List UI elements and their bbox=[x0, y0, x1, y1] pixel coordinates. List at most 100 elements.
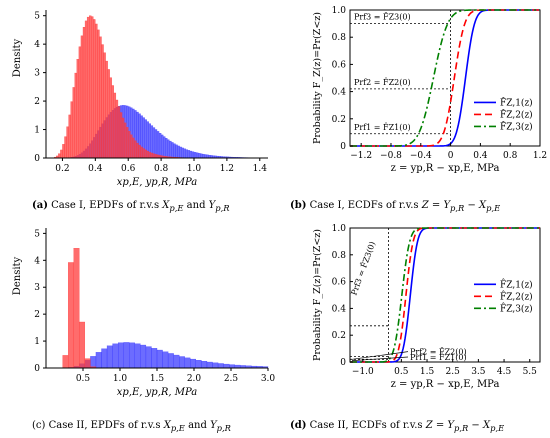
histogram-bar bbox=[152, 127, 156, 159]
histogram-bar bbox=[99, 36, 102, 159]
histogram-bar bbox=[62, 144, 65, 159]
x-axis-label: z = yp,R − xp,E, MPa bbox=[391, 379, 500, 390]
legend-label: F̂Z,1(z) bbox=[500, 97, 533, 109]
x-tick-label: 1.4 bbox=[253, 164, 268, 174]
histogram-bar bbox=[162, 351, 169, 369]
y-tick-label: 5 bbox=[34, 12, 40, 22]
histogram-bar bbox=[126, 127, 129, 159]
caption-a: (a) Case I, EPDFs of r.v.s Xp,E and Yp,R bbox=[32, 200, 230, 213]
panel-a-epdf-case-1: 0.2 0.4 0.6 0.8 1.0 1.2 1.4 0 1 2 3 4 5 Density xp,E, … bbox=[12, 10, 268, 188]
y-axis-label: Probability F_Z(z)=Pr(Z<z) bbox=[312, 229, 323, 361]
histogram-bar bbox=[185, 149, 188, 159]
y-tick-label: 0.6 bbox=[332, 278, 347, 288]
histogram-bar bbox=[95, 352, 102, 369]
histogram-bar bbox=[107, 69, 110, 159]
histogram-bar bbox=[163, 136, 166, 159]
histogram-bar bbox=[206, 361, 213, 369]
histogram-bar bbox=[173, 143, 176, 159]
histogram-bar bbox=[132, 137, 135, 159]
y-tick-label: 0 bbox=[34, 154, 40, 164]
histogram-bar bbox=[89, 15, 92, 159]
y-tick-label: 0 bbox=[340, 358, 346, 368]
histogram-bar bbox=[68, 114, 71, 159]
histogram-bar bbox=[90, 356, 97, 369]
prob-annotation: Prf3 = F̂Z3(0) bbox=[349, 240, 377, 296]
y-tick-label: 0.4 bbox=[332, 88, 347, 98]
histogram-bar bbox=[154, 154, 158, 159]
y-tick-label: 0.8 bbox=[332, 251, 347, 261]
x-tick-label: 0.6 bbox=[121, 164, 136, 174]
x-tick-label: −1.0 bbox=[352, 367, 374, 377]
x-tick-label: 1.0 bbox=[113, 374, 128, 384]
histogram-bar bbox=[113, 92, 117, 159]
x-tick-label: 2.5 bbox=[446, 367, 461, 377]
x-tick-label: 1.5 bbox=[420, 367, 435, 377]
histogram-bar bbox=[118, 342, 124, 369]
histogram-bar bbox=[62, 355, 69, 369]
histogram-bar bbox=[93, 19, 96, 159]
x-axis-label: xp,E, yp,R, MPa bbox=[117, 177, 198, 188]
histogram-bar bbox=[165, 138, 168, 159]
histogram-bar bbox=[179, 356, 185, 369]
histogram-bar bbox=[134, 343, 141, 369]
x-tick-label: 1.0 bbox=[187, 164, 202, 174]
prob-annotation: Prf1 = F̂Z1(0) bbox=[354, 123, 411, 132]
histogram-bar bbox=[142, 148, 145, 159]
y-tick-label: 5 bbox=[34, 229, 40, 239]
legend-label: F̂Z,3(z) bbox=[500, 121, 533, 133]
histogram-bar bbox=[78, 46, 82, 159]
histogram-bar bbox=[150, 152, 154, 159]
x-tick-label: 3.5 bbox=[471, 367, 486, 377]
x-tick-label: 2.0 bbox=[187, 374, 202, 384]
histogram-bar bbox=[217, 363, 224, 369]
histogram-bar bbox=[156, 131, 160, 159]
x-tick-label: 0.5 bbox=[394, 367, 409, 377]
ecdf-series-2 bbox=[350, 9, 540, 147]
prob-annotation: Prf2 = F̂Z2(0) bbox=[354, 78, 411, 87]
ecdf-series-3 bbox=[350, 9, 540, 147]
y-tick-label: 1.0 bbox=[332, 6, 347, 16]
y-tick-label: 0.8 bbox=[332, 33, 347, 43]
histogram-bar bbox=[171, 142, 174, 159]
y-axis-label: Density bbox=[12, 38, 23, 77]
histogram-bar bbox=[73, 248, 80, 369]
y-tick-label: 1 bbox=[34, 337, 40, 347]
histogram-bar bbox=[201, 361, 208, 369]
histogram-bar bbox=[117, 106, 121, 159]
x-tick-label: 3.0 bbox=[261, 374, 276, 384]
histogram-bar bbox=[193, 152, 197, 159]
histogram-bar bbox=[91, 16, 94, 159]
histogram-bar bbox=[197, 153, 201, 159]
prob-annotation: Prf2 = F̂Z2(0) bbox=[410, 348, 467, 357]
histogram-bar bbox=[129, 342, 135, 369]
y-tick-label: 2 bbox=[34, 310, 40, 320]
x-tick-label: −0.8 bbox=[380, 151, 402, 161]
histogram-bar bbox=[123, 342, 130, 369]
histogram-bar bbox=[202, 153, 205, 159]
x-tick-label: 0 bbox=[448, 151, 454, 161]
histogram-bar bbox=[123, 122, 127, 159]
y-tick-label: 3 bbox=[34, 69, 40, 79]
x-tick-label: 1.2 bbox=[220, 164, 234, 174]
histogram-bar bbox=[84, 20, 88, 159]
histogram-bar bbox=[95, 23, 98, 159]
ecdf-series-3 bbox=[350, 227, 540, 363]
prob-annotation: Prf3 = F̂Z3(0) bbox=[354, 13, 411, 22]
histogram-bar bbox=[115, 99, 119, 159]
histogram-bar bbox=[84, 358, 91, 369]
histogram-bar bbox=[189, 150, 193, 159]
red-series-bars bbox=[52, 15, 188, 159]
histogram-bar bbox=[86, 16, 90, 159]
histogram-bar bbox=[140, 146, 143, 159]
histogram-bar bbox=[179, 146, 182, 159]
x-tick-label: −1.2 bbox=[350, 151, 372, 161]
histogram-bar bbox=[144, 149, 147, 159]
histogram-bar bbox=[72, 87, 75, 159]
y-tick-label: 1 bbox=[34, 126, 40, 136]
histogram-bar bbox=[190, 358, 197, 369]
histogram-bar bbox=[177, 145, 180, 159]
histogram-bar bbox=[181, 147, 184, 159]
histogram-bar bbox=[134, 140, 137, 159]
legend-label: F̂Z,1(z) bbox=[500, 279, 533, 291]
